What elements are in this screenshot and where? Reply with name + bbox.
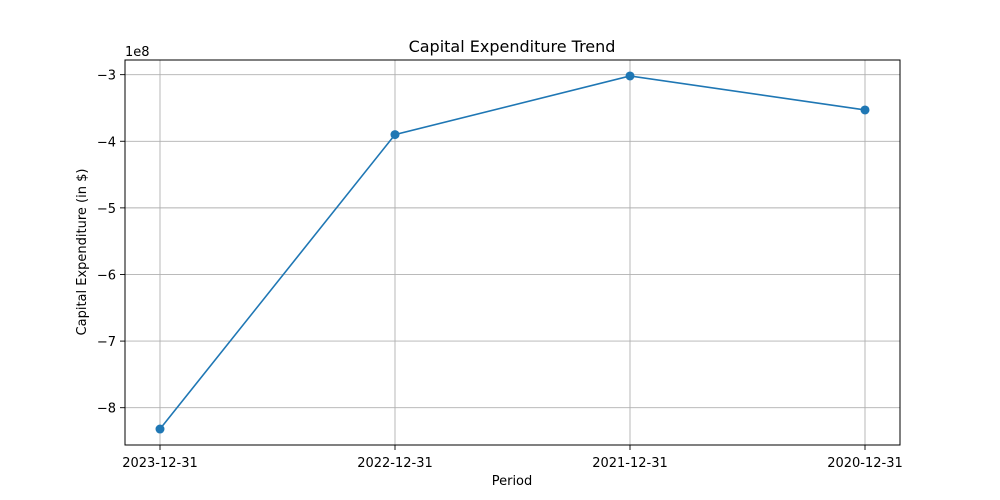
y-tick-label: −3 [97, 69, 116, 84]
x-tick-label: 2023-12-31 [122, 456, 198, 471]
y-tick-label: −6 [97, 268, 116, 283]
plot-frame [124, 59, 901, 446]
y-tick-label: −7 [97, 335, 116, 350]
y-tick-label: −4 [97, 135, 116, 150]
y-tick-label: −5 [97, 202, 116, 217]
y-offset-text: 1e8 [125, 45, 150, 60]
series-line [159, 75, 866, 430]
chart-title: Capital Expenditure Trend [409, 37, 616, 56]
series-layer [155, 71, 870, 434]
y-axis-label: Capital Expenditure (in $) [75, 169, 90, 336]
tick-labels: 2023-12-31 2022-12-31 2021-12-31 2020-12-31… [97, 69, 903, 471]
axes [120, 59, 901, 450]
x-tick-label: 2021-12-31 [592, 456, 668, 471]
grid-lines [125, 60, 900, 445]
y-tick-label: −8 [97, 402, 116, 417]
data-point [860, 105, 870, 115]
x-tick-label: 2022-12-31 [357, 456, 433, 471]
data-point [625, 71, 635, 81]
data-point [155, 424, 165, 434]
x-axis-label: Period [492, 474, 533, 489]
x-tick-label: 2020-12-31 [827, 456, 903, 471]
data-point [390, 130, 400, 140]
